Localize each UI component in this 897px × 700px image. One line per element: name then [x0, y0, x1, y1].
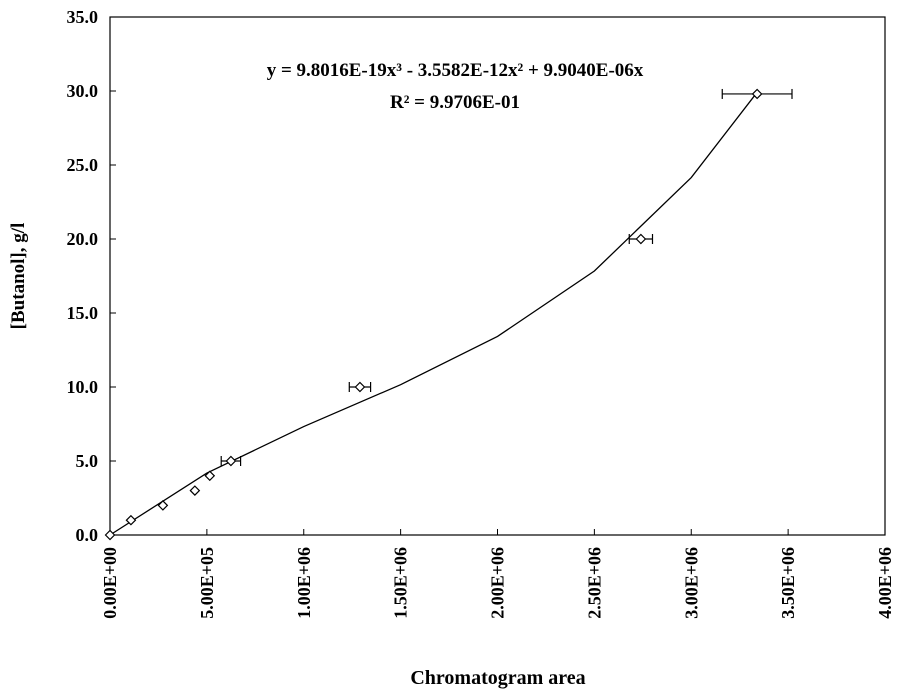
x-tick-label: 5.00E+05 — [197, 547, 217, 619]
fit-curve — [110, 92, 757, 535]
x-tick-label: 1.00E+06 — [294, 547, 314, 619]
r-squared: R² = 9.9706E-01 — [390, 92, 520, 113]
x-tick-label: 0.00E+00 — [100, 547, 120, 619]
point — [190, 486, 199, 495]
x-tick-label: 2.00E+06 — [488, 547, 508, 619]
y-tick-label: 10.0 — [67, 377, 99, 397]
y-tick-label: 30.0 — [67, 81, 99, 101]
chart: y = 9.8016E-19x³ - 3.5582E-12x² + 9.9040… — [0, 0, 897, 695]
x-tick-label: 2.50E+06 — [584, 547, 604, 619]
point — [106, 531, 115, 540]
y-tick-label: 20.0 — [67, 229, 99, 249]
y-tick-label: 25.0 — [67, 155, 99, 175]
x-tick-label: 3.00E+06 — [681, 547, 701, 619]
x-axis-title: Chromatogram area — [410, 667, 585, 689]
y-tick-label: 0.0 — [76, 525, 99, 545]
point — [158, 501, 167, 510]
x-tick-label: 3.50E+06 — [778, 547, 798, 619]
y-axis-title: [Butanol], g/l — [8, 223, 29, 330]
y-tick-label: 15.0 — [67, 303, 99, 323]
point — [355, 383, 364, 392]
x-tick-label: 1.50E+06 — [391, 547, 411, 619]
y-tick-label: 35.0 — [67, 7, 99, 27]
point — [226, 457, 235, 466]
x-tick-label: 4.00E+06 — [875, 547, 895, 619]
y-tick-label: 5.0 — [76, 451, 99, 471]
fit-equation: y = 9.8016E-19x³ - 3.5582E-12x² + 9.9040… — [267, 60, 644, 81]
point — [636, 235, 645, 244]
